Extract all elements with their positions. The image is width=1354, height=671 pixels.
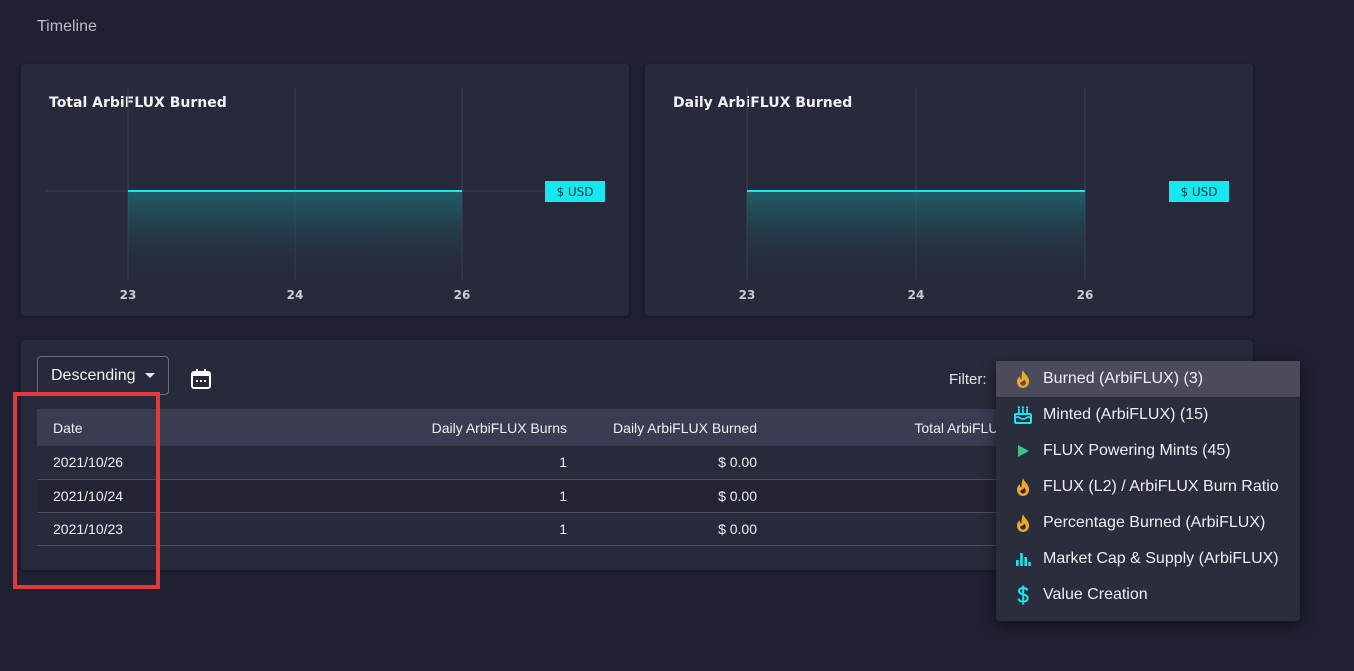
usd-tag-label: $ USD: [1180, 185, 1217, 199]
cell-total: [773, 479, 1037, 513]
filter-option-label: FLUX (L2) / ArbiFLUX Burn Ratio: [1043, 478, 1279, 495]
table-row: 2021/10/24 1 $ 0.00: [37, 479, 1037, 513]
total-burned-chart: 23 24 26 $ USD: [45, 88, 605, 302]
filter-menu: Burned (ArbiFLUX) (3) Minted (ArbiFLUX) …: [996, 361, 1300, 621]
usd-price-tag: $ USD: [1169, 181, 1229, 202]
filter-option-label: Market Cap & Supply (ArbiFLUX): [1043, 550, 1279, 567]
cell-burned: $ 0.00: [583, 446, 773, 480]
cell-burns: 1: [187, 512, 583, 546]
sort-order-label: Descending: [51, 366, 136, 384]
cell-total: [773, 512, 1037, 546]
cake-icon: [1013, 405, 1033, 425]
x-tick-label: 26: [454, 288, 471, 302]
filter-option-label: Value Creation: [1043, 586, 1148, 603]
cell-date: 2021/10/23: [37, 512, 187, 546]
sort-order-dropdown[interactable]: Descending: [37, 356, 169, 395]
section-title: Timeline: [37, 18, 97, 35]
daily-burned-chart-card: Daily ArbiFLUX Burned 23 24 26 $ USD: [645, 64, 1253, 316]
table-header-row: Date Daily ArbiFLUX Burns Daily ArbiFLUX…: [37, 409, 1037, 446]
bar-chart-icon: [1013, 549, 1033, 569]
filter-option-flux-powering[interactable]: FLUX Powering Mints (45): [996, 433, 1300, 469]
x-tick-label: 24: [908, 288, 925, 302]
column-header-total-burned[interactable]: Total ArbiFLUX B: [773, 409, 1037, 446]
table-row: 2021/10/23 1 $ 0.00: [37, 512, 1037, 546]
cell-total: [773, 446, 1037, 480]
cell-burned: $ 0.00: [583, 479, 773, 513]
cell-date: 2021/10/26: [37, 446, 187, 480]
usd-tag-background: [1169, 181, 1229, 202]
x-tick-label: 26: [1077, 288, 1094, 302]
fire-icon: [1013, 513, 1033, 533]
x-tick-label: 23: [739, 288, 756, 302]
cell-burned: $ 0.00: [583, 512, 773, 546]
filter-label: Filter:: [949, 371, 987, 388]
column-header-daily-burned[interactable]: Daily ArbiFLUX Burned: [583, 409, 773, 446]
filter-option-value-creation[interactable]: Value Creation: [996, 577, 1300, 613]
filter-option-label: Minted (ArbiFLUX) (15): [1043, 406, 1209, 423]
filter-option-minted[interactable]: Minted (ArbiFLUX) (15): [996, 397, 1300, 433]
cell-burns: 1: [187, 446, 583, 480]
daily-burned-chart: 23 24 26 $ USD: [739, 88, 1229, 302]
filter-option-label: Percentage Burned (ArbiFLUX): [1043, 514, 1266, 531]
chart-title: Total ArbiFLUX Burned: [49, 95, 227, 111]
x-tick-label: 23: [120, 288, 137, 302]
usd-tag-label: $ USD: [556, 185, 593, 199]
filter-option-percentage-burned[interactable]: Percentage Burned (ArbiFLUX): [996, 505, 1300, 541]
cell-date: 2021/10/24: [37, 479, 187, 513]
filter-option-label: FLUX Powering Mints (45): [1043, 442, 1231, 459]
usd-price-tag: $ USD: [545, 181, 605, 202]
fire-icon: [1013, 369, 1033, 389]
calendar-icon[interactable]: [190, 368, 212, 390]
cell-burns: 1: [187, 479, 583, 513]
fire-icon: [1013, 477, 1033, 497]
series-area: [747, 191, 1085, 274]
usd-tag-background: [545, 181, 605, 202]
filter-option-burned[interactable]: Burned (ArbiFLUX) (3): [996, 361, 1300, 397]
chart-title: Daily ArbiFLUX Burned: [673, 95, 853, 111]
column-header-date[interactable]: Date: [37, 409, 187, 446]
filter-option-label: Burned (ArbiFLUX) (3): [1043, 370, 1204, 387]
filter-option-market-cap[interactable]: Market Cap & Supply (ArbiFLUX): [996, 541, 1300, 577]
series-area: [128, 191, 462, 274]
column-header-daily-burns[interactable]: Daily ArbiFLUX Burns: [187, 409, 583, 446]
burns-table: Date Daily ArbiFLUX Burns Daily ArbiFLUX…: [37, 409, 1037, 546]
caret-down-icon: [144, 373, 155, 378]
filter-option-burn-ratio[interactable]: FLUX (L2) / ArbiFLUX Burn Ratio: [996, 469, 1300, 505]
dollar-icon: [1013, 585, 1033, 605]
play-icon: [1013, 441, 1033, 461]
x-tick-label: 24: [287, 288, 304, 302]
total-burned-chart-card: Total ArbiFLUX Burned 23 24 26 $ USD: [21, 64, 629, 316]
table-row: 2021/10/26 1 $ 0.00: [37, 446, 1037, 480]
